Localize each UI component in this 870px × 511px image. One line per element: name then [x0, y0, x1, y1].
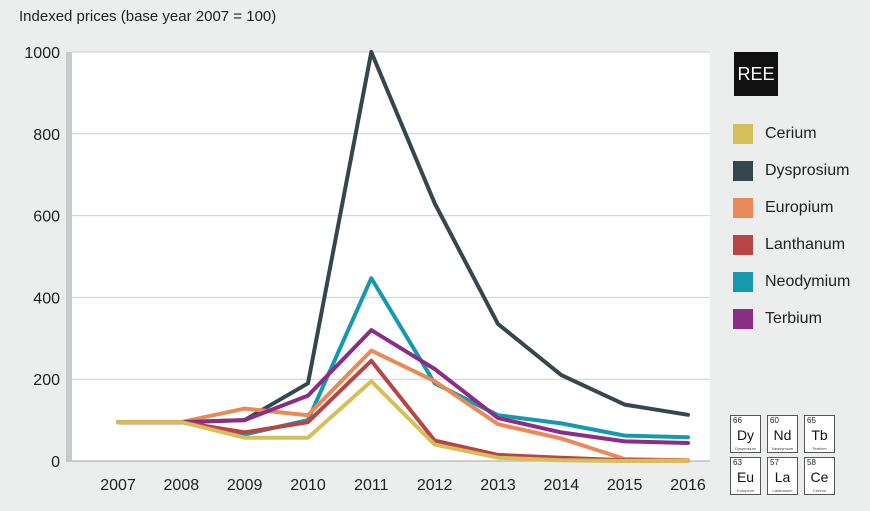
y-axis-title: Indexed prices (base year 2007 = 100)	[19, 8, 277, 25]
element-tile-la: 57 La Lanthanum	[767, 457, 798, 495]
legend-item-dysprosium: Dysprosium	[733, 152, 850, 189]
x-tick-label: 2012	[417, 477, 453, 494]
element-tile-ce: 58 Ce Cerium	[804, 457, 835, 495]
legend-label: Neodymium	[765, 272, 851, 290]
y-tick-label: 200	[33, 372, 60, 389]
element-number: 57	[770, 458, 779, 467]
legend-label: Cerium	[765, 124, 817, 142]
series-line-cerium	[116, 379, 690, 463]
x-tick-label: 2011	[354, 477, 389, 494]
legend-swatch	[733, 123, 753, 144]
legend-item-europium: Europium	[733, 189, 850, 226]
legend-label: Dysprosium	[765, 161, 850, 179]
element-tile-tb: 65 Tb Terbium	[804, 415, 835, 453]
element-number: 66	[733, 416, 742, 425]
element-symbol: Tb	[811, 427, 828, 443]
element-name: Europium	[736, 488, 755, 493]
x-tick-label: 2014	[544, 477, 580, 494]
legend-item-neodymium: Neodymium	[733, 263, 850, 300]
element-name: Cerium	[813, 488, 826, 493]
legend-swatch	[733, 308, 753, 329]
legend-swatch	[733, 234, 753, 255]
legend-swatch	[733, 271, 753, 292]
legend-label: Europium	[765, 198, 834, 216]
legend-item-cerium: Cerium	[733, 115, 850, 152]
element-tile-eu: 63 Eu Europium	[730, 457, 761, 495]
x-tick-label: 2016	[670, 477, 706, 494]
y-tick-label: 400	[33, 290, 60, 307]
legend-item-terbium: Terbium	[733, 300, 850, 337]
element-tile-dy: 66 Dy Dysprosium	[730, 415, 761, 453]
x-tick-label: 2010	[290, 477, 326, 494]
element-name: Lanthanum	[772, 488, 793, 493]
legend-swatch	[733, 197, 753, 218]
legend-swatch	[733, 160, 753, 181]
x-tick-label: 2008	[164, 477, 200, 494]
element-number: 65	[807, 416, 816, 425]
element-name: Neodymium	[771, 446, 794, 451]
element-symbol: La	[774, 469, 791, 485]
element-symbol: Eu	[736, 469, 755, 485]
periodic-table-tiles: 66 Dy Dysprosium 60 Nd Neodymium 65 Tb Terbium 63…	[730, 415, 837, 495]
element-number: 58	[807, 458, 816, 467]
y-axis-bar	[66, 52, 72, 461]
y-tick-label: 800	[33, 127, 60, 144]
legend-label: Terbium	[765, 309, 822, 327]
legend-label: Lanthanum	[765, 235, 846, 253]
series-line-terbium	[116, 328, 690, 445]
x-tick-label: 2007	[100, 477, 136, 494]
legend: Cerium Dysprosium Europium Lanthanum Neodymi…	[733, 115, 850, 337]
y-tick-label: 0	[51, 454, 60, 471]
x-tick-label: 2013	[480, 477, 516, 494]
element-number: 63	[733, 458, 742, 467]
element-number: 60	[770, 416, 779, 425]
element-name: Dysprosium	[734, 446, 757, 451]
element-symbol: Nd	[773, 427, 792, 443]
element-symbol: Dy	[736, 427, 755, 443]
legend-item-lanthanum: Lanthanum	[733, 226, 850, 263]
y-tick-label: 600	[33, 209, 60, 226]
x-tick-label: 2015	[607, 477, 643, 494]
series-line-europium	[116, 348, 690, 463]
y-tick-label: 1000	[24, 45, 60, 62]
x-tick-label: 2009	[227, 477, 263, 494]
element-symbol: Ce	[810, 469, 829, 485]
element-name: Terbium	[812, 446, 827, 451]
legend-title-badge: REE	[734, 52, 778, 96]
element-tile-nd: 60 Nd Neodymium	[767, 415, 798, 453]
